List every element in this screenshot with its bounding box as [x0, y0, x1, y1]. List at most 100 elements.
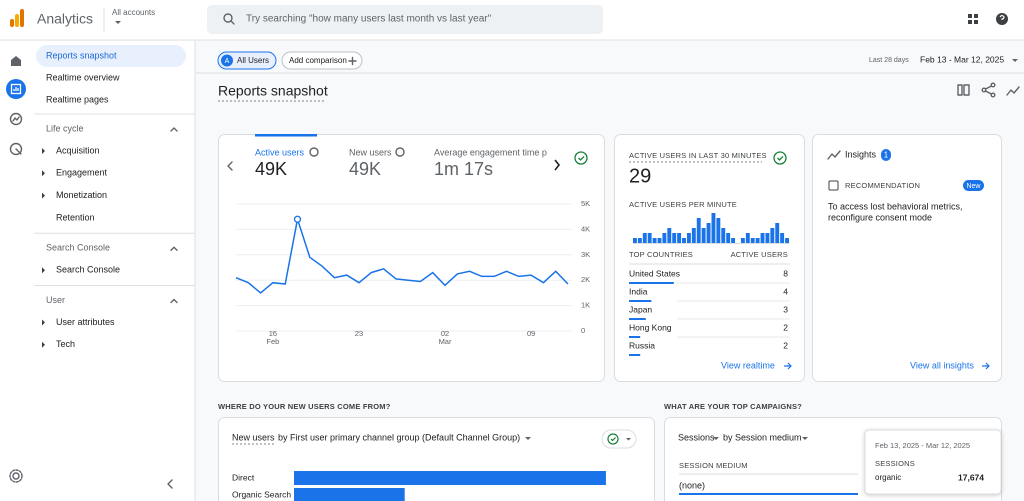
metric-selector[interactable]: New users: [232, 432, 275, 442]
bar: [775, 223, 780, 243]
y-tick-label: 0: [581, 326, 585, 335]
next-arrow[interactable]: [554, 159, 561, 171]
category-label: Organic Search: [232, 489, 291, 499]
bar: [633, 238, 637, 243]
explore-icon[interactable]: [9, 112, 23, 126]
nav-item[interactable]: Monetization: [56, 190, 107, 200]
add-comparison[interactable]: Add comparison: [289, 56, 347, 65]
dimension-selector[interactable]: by First user primary channel group (Def…: [278, 432, 520, 442]
tooltip-metric: SESSIONS: [875, 459, 915, 468]
section-title[interactable]: Life cycle: [46, 123, 84, 133]
country-bar: [629, 318, 646, 320]
bar: [696, 218, 701, 243]
page-title: Reports snapshot: [218, 83, 328, 99]
nav-rail: [0, 41, 34, 501]
nav-item[interactable]: Acquisition: [56, 145, 100, 155]
add-comparison-chip[interactable]: [281, 51, 363, 70]
share-icon[interactable]: [981, 82, 996, 98]
tooltip-date: Feb 13, 2025 - Mar 12, 2025: [875, 441, 970, 450]
dropdown-icon[interactable]: [115, 21, 121, 24]
channel-chart: Direct Organic Search: [232, 471, 606, 501]
apps-icon[interactable]: [968, 14, 978, 24]
tooltip-label: organic: [875, 473, 901, 482]
bar: [740, 238, 745, 243]
nav-item[interactable]: Search Console: [56, 265, 120, 275]
nav-item[interactable]: User attributes: [56, 317, 115, 327]
info-icon[interactable]: [309, 147, 319, 157]
campaign-row[interactable]: (none): [679, 480, 705, 490]
section-title[interactable]: Search Console: [46, 243, 110, 253]
new-badge-bg: [963, 180, 984, 191]
status-icon: [607, 433, 619, 445]
collapse-icon[interactable]: [170, 246, 178, 251]
insight-text[interactable]: To access lost behavioral metrics,: [828, 201, 963, 211]
status-pill[interactable]: [601, 429, 637, 449]
tab-value[interactable]: 49K: [349, 159, 381, 179]
view-realtime-link[interactable]: View realtime: [721, 360, 775, 370]
view-insights-link[interactable]: View all insights: [910, 360, 974, 370]
bar: [686, 233, 691, 243]
advertising-icon[interactable]: [9, 142, 23, 156]
country-bar: [629, 354, 641, 356]
bar: [662, 233, 667, 243]
date-dropdown[interactable]: [1012, 59, 1018, 62]
insights-title: Insights: [845, 149, 877, 159]
nav-item[interactable]: Tech: [56, 339, 75, 349]
country: Hong Kong: [629, 322, 672, 332]
prev-arrow[interactable]: [227, 161, 233, 171]
settings-icon[interactable]: [9, 469, 23, 483]
tab-label[interactable]: New users: [349, 147, 392, 157]
country: United States: [629, 268, 680, 278]
campaign-dimension[interactable]: by Session medium: [723, 432, 802, 442]
search-box[interactable]: [207, 5, 603, 34]
dropdown-icon[interactable]: [525, 437, 531, 440]
x-tick-label: 23: [355, 329, 363, 338]
segment-chip[interactable]: [217, 51, 277, 70]
tab-label[interactable]: Active users: [255, 147, 305, 157]
insights-icon[interactable]: [1006, 86, 1020, 96]
home-icon[interactable]: [11, 56, 21, 66]
bar: [755, 238, 760, 243]
bar: [745, 233, 750, 243]
expand-icon: [42, 170, 45, 177]
search-icon: [223, 13, 235, 25]
account-picker[interactable]: All accounts: [112, 8, 155, 17]
per-minute-chart: [633, 213, 790, 244]
date-preset[interactable]: Last 28 days: [869, 57, 909, 64]
dropdown-icon[interactable]: [713, 437, 719, 440]
collapse-icon[interactable]: [170, 127, 178, 132]
nav-item[interactable]: Realtime pages: [46, 94, 109, 104]
campaign-selector[interactable]: Sessions: [678, 432, 715, 442]
status-icon[interactable]: [574, 151, 588, 165]
tab-label[interactable]: Average engagement time p: [434, 147, 547, 157]
info-icon[interactable]: [395, 147, 405, 157]
search-placeholder[interactable]: Try searching "how many users last month…: [246, 14, 492, 25]
date-range[interactable]: Feb 13 - Mar 12, 2025: [920, 54, 1004, 64]
customize-icon[interactable]: [957, 84, 970, 96]
sidebar-items: Reports snapshot Realtime overview Realtim…: [34, 50, 195, 349]
dropdown-icon[interactable]: [802, 437, 808, 440]
expand-icon: [42, 148, 45, 154]
nav-item[interactable]: Engagement: [56, 168, 108, 178]
status-icon[interactable]: [773, 151, 787, 165]
y-tick-label: 5K: [581, 199, 590, 208]
x-tick-label: 09: [527, 329, 535, 338]
bar: [637, 238, 642, 243]
collapse-icon[interactable]: [167, 479, 173, 489]
nav-item[interactable]: Retention: [56, 212, 95, 222]
country: India: [629, 286, 648, 296]
insight-text[interactable]: reconfigure consent mode: [828, 212, 932, 222]
segment-label[interactable]: All Users: [237, 56, 269, 65]
tab-value[interactable]: 1m 17s: [434, 159, 493, 179]
bar: [785, 238, 789, 243]
tab-value[interactable]: 49K: [255, 159, 287, 179]
collapse-icon[interactable]: [170, 298, 178, 304]
bar: [682, 238, 686, 243]
section-title[interactable]: User: [46, 295, 65, 305]
reports-icon: [10, 83, 22, 95]
nav-item[interactable]: Realtime overview: [46, 72, 120, 82]
bar: [726, 233, 731, 243]
dropdown-icon: [626, 438, 631, 441]
bar: [760, 233, 765, 243]
nav-item[interactable]: Reports snapshot: [46, 50, 117, 60]
